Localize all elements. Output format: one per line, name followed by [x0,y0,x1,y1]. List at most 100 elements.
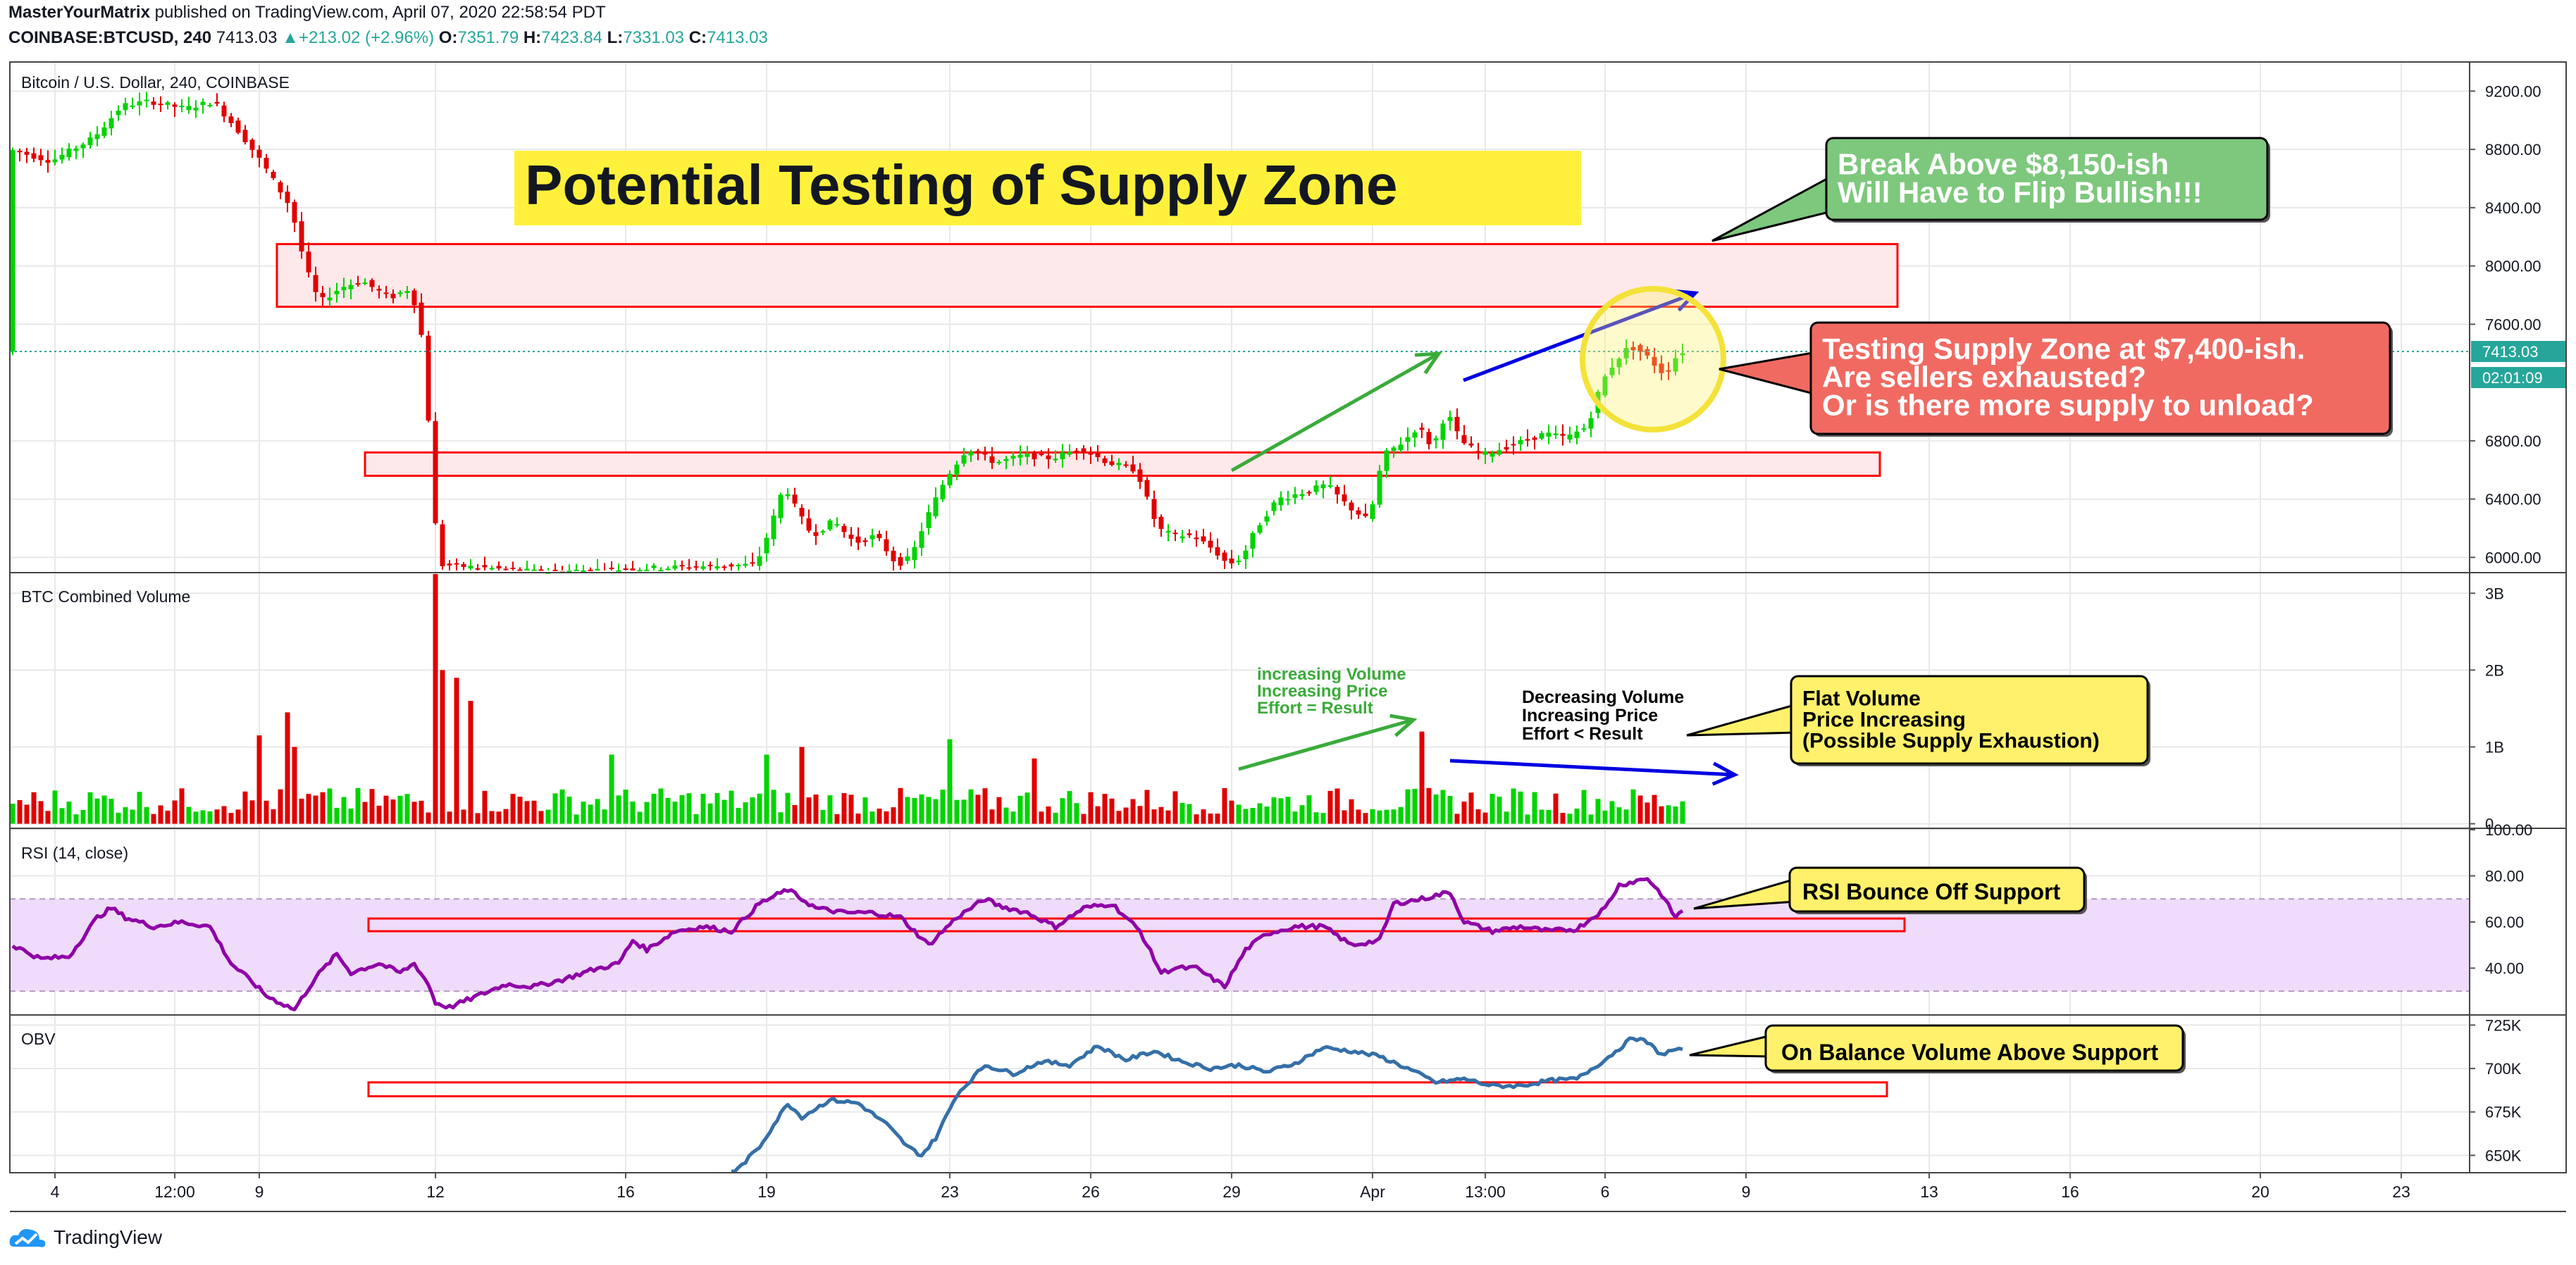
volume-bar [1588,814,1594,824]
x-tick-label: 12:00 [154,1183,195,1201]
candle-body [736,565,741,567]
volume-bar [404,794,410,824]
volume-bar [306,794,311,824]
candle-body [1525,439,1530,441]
volume-bar [531,800,537,824]
volume-bar [1532,792,1537,824]
volume-bar [221,806,227,824]
y-tick-label: 9200.00 [2485,82,2541,100]
callout-flat-volume-line: Flat Volume [1802,687,1921,711]
candle-body [588,569,593,571]
candle-body [503,568,509,571]
volume-bar [961,799,967,824]
candle-body [1313,485,1319,492]
volume-bar [813,794,819,824]
candle-body [750,562,755,564]
volume-bar [672,802,678,824]
candle-body [982,451,988,455]
candle-body [1201,536,1206,542]
candle-body [940,485,946,499]
volume-bar [31,792,37,824]
volume-bar [1257,803,1263,824]
volume-bar [1440,790,1446,824]
y-tick-label: 40.00 [2485,960,2524,978]
candle-body [1299,494,1305,497]
candle-body [1356,510,1361,515]
volume-bar [989,809,995,824]
candle-body [1229,558,1234,563]
volume-bar [1363,813,1368,824]
candle-body [1053,459,1058,461]
y-tick-label: 700K [2485,1060,2522,1078]
volume-bar [200,810,206,824]
candle-body [1405,437,1411,442]
y-tick-label: 675K [2485,1104,2522,1121]
y-tick-label: 6000.00 [2485,549,2541,566]
volume-bar [862,797,868,824]
y-tick-label: 7600.00 [2485,316,2541,333]
candle-body [609,567,614,569]
volume-bar [207,811,213,824]
volume-bar [1306,795,1312,824]
candle-body [919,531,924,548]
volume-bar [510,794,516,824]
volume-arrow-blue-head [1711,761,1739,786]
volume-bar [1370,809,1375,824]
volume-bar [1560,813,1566,824]
candle-body [510,567,516,569]
up-arrow-icon: ▲ [282,28,299,47]
callout-red-line: Testing Supply Zone at $7,400-ish. [1822,332,2305,366]
candle-body [1010,456,1016,459]
volume-bar [313,795,318,824]
candle-body [475,568,481,570]
volume-bar [1039,811,1044,824]
volume-bar [320,792,326,824]
y-tick-label: 0 [2485,816,2494,833]
axis-labels: 9200.00 8800.00 8400.00 8000.00 7600.00 6800.… [10,73,2565,1201]
volume-bar [785,792,791,824]
open-label: O: [438,28,458,47]
x-tick-label: 13 [1920,1183,1938,1201]
volume-bar [1602,810,1608,824]
volume-bar [496,811,502,824]
price-arrow-blue [1463,291,1696,382]
candle-body [672,565,678,569]
volume-black-text: Increasing Price [1522,706,1658,725]
candle-body [454,563,459,565]
candle-body [1419,428,1425,430]
volume-bar [841,793,847,824]
candle-body [390,294,396,299]
callout-rsi-line: RSI Bounce Off Support [1802,879,2061,904]
tradingview-logo[interactable]: TradingView [8,1226,162,1250]
volume-bar [24,804,30,824]
candle-body [1532,437,1537,440]
candle-body [1342,494,1347,501]
close-value: 7413.03 [707,28,768,47]
volume-bar [552,793,558,824]
volume-bar [1468,792,1474,824]
candle-body [531,569,537,571]
volume-bar [482,790,488,824]
candle-body [1398,444,1404,451]
volume-bar [383,795,389,824]
volume-bar [1342,810,1347,824]
volume-bar [1067,791,1072,824]
volume-bar [1179,802,1185,824]
volume-bar [736,808,741,824]
volume-bar [1208,814,1213,824]
candle-body [616,570,621,572]
candle-body [1637,344,1643,352]
candle-body [193,108,199,111]
price-arrow-green-head [1414,351,1443,375]
callout-obv-box [1764,1024,2184,1072]
candle-body [249,139,255,150]
candle-body [1109,461,1115,466]
author-name[interactable]: MasterYourMatrix [8,3,150,22]
volume-bar [1243,809,1249,824]
candle-body [256,149,262,158]
volume-bar [454,678,459,824]
volume-bar [116,812,121,824]
candle-body [369,280,375,287]
x-tick-label: 9 [1742,1183,1751,1201]
